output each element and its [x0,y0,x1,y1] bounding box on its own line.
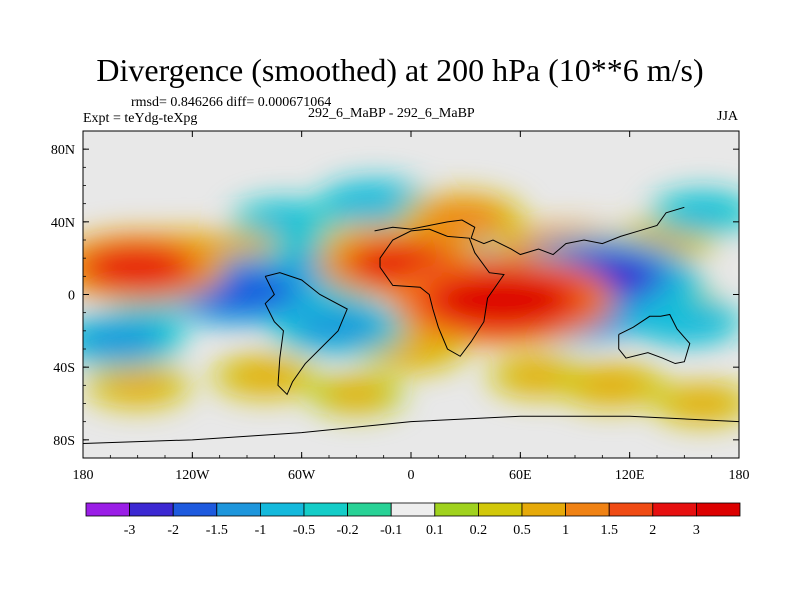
colorbar-swatch [608,502,654,517]
x-tick-label: 120E [615,468,645,483]
anomaly-cell [432,271,573,328]
colorbar-label: 2 [649,523,656,538]
colorbar-swatch [259,502,305,517]
x-tick-label: 0 [408,468,415,483]
anomaly-blobs [83,179,739,426]
comparison-label: 292_6_MaBP - 292_6_MaBP [308,106,475,121]
anomaly-cell [422,201,502,235]
anomaly-cell [232,362,299,391]
y-tick-label: 80N [51,143,75,158]
experiment-label: Expt = teYdg-teXpg [83,111,198,126]
colorbar-swatch [129,502,174,517]
y-tick-label: 0 [68,289,75,304]
anomaly-cell [104,371,171,400]
y-tick-label: 80S [53,434,75,449]
y-tick-label: 40N [51,216,75,231]
colorbar-label: 0.5 [513,523,531,538]
colorbar-label: -0.1 [380,523,402,538]
chart-title: Divergence (smoothed) at 200 hPa (10**6 … [96,52,704,88]
colorbar-label: -0.5 [293,523,315,538]
colorbar-label: 1 [562,523,569,538]
colorbar-swatch [216,502,261,517]
anomaly-cell [295,309,381,346]
coastline-antarctica [83,415,739,444]
colorbar-swatch [565,502,610,517]
axis-ticks: 180 120W 60W 0 60E 120E 180 80N 40N 0 40S 80S [51,130,750,483]
divergence-field [83,131,739,458]
anomaly-cell [506,362,571,390]
colorbar-swatch [85,502,130,517]
colorbar-label: -1 [255,523,267,538]
season-label: JJA [717,109,739,124]
colorbar-swatch [390,502,436,517]
x-tick-label: 60E [509,468,532,483]
colorbar-label: -0.2 [337,523,359,538]
anomaly-cell [326,381,387,408]
colorbar-swatch [434,502,479,517]
colorbar-label: 3 [693,523,700,538]
colorbar-label: 0.1 [426,523,444,538]
colorbar-label: 1.5 [600,523,618,538]
coastline-north [374,206,685,256]
anomaly-cell [647,306,721,338]
coastline-australia [618,313,691,365]
x-tick-label: 180 [729,468,750,483]
anomaly-cell [83,322,161,358]
x-tick-label: 180 [73,468,94,483]
colorbar-swatch [477,502,523,517]
colorbar-label: -3 [124,523,136,538]
colorbar-label: -2 [167,523,179,538]
coastline-outline [83,206,739,444]
colorbar-swatch [172,502,218,517]
anomaly-cell [669,198,736,227]
coastline-africa [379,228,505,357]
stats-label: rmsd= 0.846266 diff= 0.000671064 [131,95,332,110]
x-tick-label: 60W [288,468,316,483]
colorbar-swatch [521,502,566,517]
colorbar-swatch [696,502,741,517]
colorbar-label: 0.2 [470,523,488,538]
y-tick-label: 40S [53,361,75,376]
colorbar-label: -1.5 [206,523,228,538]
anomaly-cell [670,389,735,418]
anomaly-cell [576,370,647,401]
x-tick-label: 120W [175,468,210,483]
anomaly-cell [250,207,317,237]
anomaly-cell [338,188,411,220]
colorbar-swatch [303,502,348,517]
colorbar-swatch [347,502,392,517]
colorbar: -3 -2 -1.5 -1 -0.5 -0.2 -0.1 0.1 0.2 0.5 1 1.5 2 3 [85,502,741,538]
coastline-south-america [264,272,348,396]
anomaly-cell [83,244,194,290]
colorbar-swatch [652,502,697,517]
